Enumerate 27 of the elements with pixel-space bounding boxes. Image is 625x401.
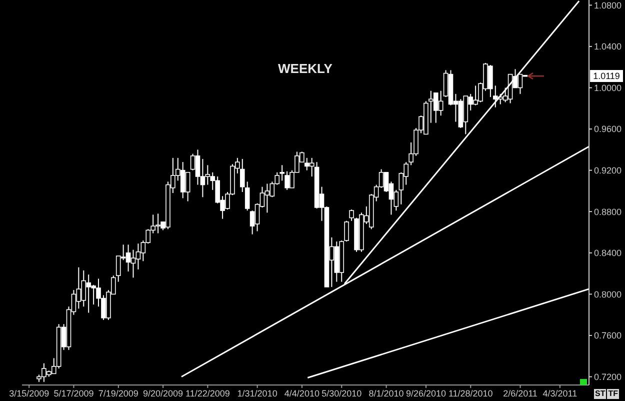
x-tick-label: 4/4/2010 <box>284 388 320 398</box>
x-tick-label: 5/30/2010 <box>322 388 362 398</box>
text: ST <box>594 389 606 399</box>
y-tick-label: 1.0400 <box>594 42 622 52</box>
x-tick-label: 11/28/2010 <box>448 388 493 398</box>
text: 1.0119 <box>590 70 623 82</box>
y-tick-label: 0.9200 <box>594 166 622 176</box>
text: WEEKLY <box>278 61 332 76</box>
y-tick-label: 0.7600 <box>594 330 622 341</box>
y-tick-label: 0.8000 <box>594 289 622 300</box>
y-tick-label: 1.0800 <box>594 0 622 10</box>
y-tick-label: 0.7200 <box>594 372 622 382</box>
x-tick-label: 2/6/2011 <box>503 388 538 398</box>
x-tick-label: 4/3/2011 <box>542 388 578 398</box>
x-tick-label: 9/20/2009 <box>143 388 184 398</box>
x-tick-label: 1/31/2010 <box>237 388 278 398</box>
x-tick-label: 8/1/2010 <box>368 388 404 398</box>
y-tick-label: 1.0000 <box>594 82 622 93</box>
x-tick-label: 5/17/2009 <box>54 388 94 398</box>
y-tick-label: 0.8400 <box>594 248 622 258</box>
x-tick-label: 11/22/2009 <box>185 388 230 398</box>
x-tick-label: 7/19/2009 <box>98 388 138 398</box>
y-tick-label: 0.8800 <box>594 206 622 217</box>
text: TF <box>607 389 620 399</box>
x-tick-label: 9/26/2010 <box>406 388 446 398</box>
y-tick-label: 0.9600 <box>594 124 622 134</box>
x-tick-label: 3/15/2009 <box>9 388 50 398</box>
